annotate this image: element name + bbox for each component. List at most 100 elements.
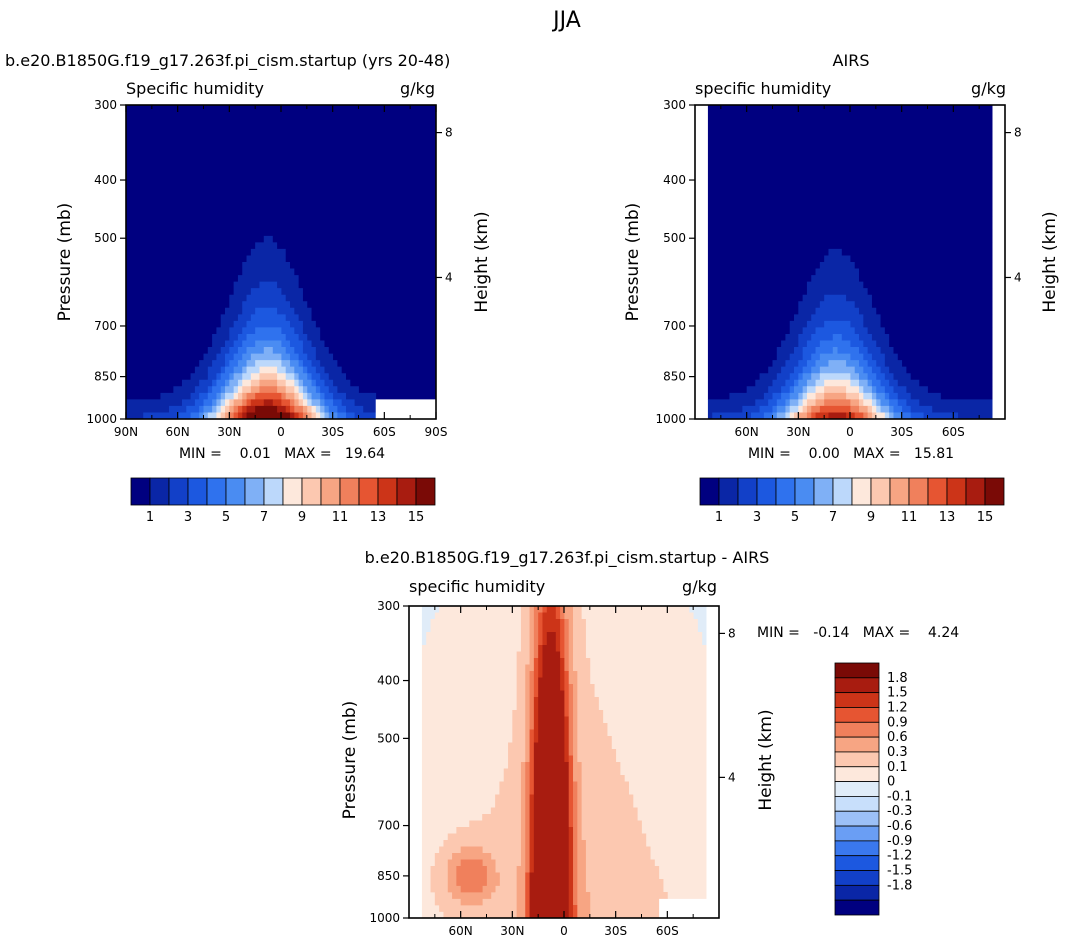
colorbar-swatch [834,766,880,782]
contour-band [229,386,308,420]
colorbar-swatch [775,477,796,506]
diff-units-label: g/kg [682,577,717,596]
colorbar-label: 1.8 [887,671,908,686]
contour-band [456,606,578,906]
colorbar-swatch [168,477,189,506]
x-tick-label: 30N [786,425,810,439]
contour-band [203,347,329,420]
contour-band [707,248,993,420]
y-tick-label: 500 [94,231,117,245]
x-tick-label: 60S [373,425,396,439]
y2-tick-label: 8 [1014,126,1022,140]
colorbar-label: 0.9 [887,715,908,730]
colorbar-swatch [834,677,880,694]
y-tick-label: 850 [94,370,117,384]
colorbar-swatch [834,796,880,812]
model-min-max: MIN = 0.01 MAX = 19.64 [179,446,385,462]
colorbar-label: -0.6 [887,819,912,834]
colorbar-swatch [834,692,880,708]
colorbar-swatch [377,477,398,506]
colorbar-label: 9 [867,510,875,525]
colorbar-swatch [320,477,341,506]
colorbar-swatch [834,721,880,738]
colorbar-swatch [946,477,967,506]
colorbar-swatch [889,477,910,506]
colorbar-label: -0.9 [887,834,912,849]
contour-band [785,373,890,420]
contour-band [776,360,894,420]
colorbar-swatch [834,781,880,797]
colorbar-label: 5 [791,510,799,525]
x-tick-label: 60S [942,425,965,439]
contour-band [712,294,959,420]
obs-colorbar: 1 3 5 7 9 11 13 15 [699,477,1005,525]
contour-band [421,606,707,919]
colorbar-label: 13 [939,510,956,525]
x-tick-label: 30S [604,924,627,938]
y2-tick-label: 8 [445,126,453,140]
colorbar-swatch [834,751,880,768]
contour-band [430,606,668,919]
diff-min-max: MIN = -0.14 MAX = 4.24 [757,625,959,641]
obs-y2-axis-label: Height (km) [1040,211,1060,312]
colorbar-swatch [834,855,880,871]
colorbar-swatch [834,662,880,679]
diff-colorbar: 1.81.51.20.90.60.30.10-0.1-0.3-0.6-0.9-1… [834,662,912,916]
colorbar-swatch [870,477,891,506]
colorbar-swatch [834,840,880,857]
colorbar-swatch [834,736,880,753]
colorbar-swatch [415,477,436,506]
colorbar-swatch [851,477,872,506]
colorbar-label: -0.3 [887,804,912,819]
colorbar-label: 7 [829,510,837,525]
colorbar-label: -1.5 [887,864,912,879]
colorbar-label: 0.3 [887,745,908,760]
colorbar-swatch [149,477,170,506]
contour-band [237,399,299,420]
colorbar-swatch [834,884,880,901]
colorbar-label: -1.8 [887,878,912,893]
diff-y2-axis-label: Height (km) [756,709,776,810]
contour-band [143,281,377,420]
colorbar-label: 3 [753,510,761,525]
colorbar-label: 5 [222,510,230,525]
colorbar-swatch [396,477,417,506]
colorbar-swatch [737,477,758,506]
obs-min-max: MIN = 0.00 MAX = 15.81 [748,446,954,462]
colorbar-swatch [756,477,777,506]
y-tick-label: 400 [94,173,117,187]
y-tick-label: 300 [94,98,117,112]
colorbar-label: 15 [977,510,994,525]
colorbar-label: 1 [146,510,154,525]
contour-band [126,235,377,420]
x-tick-label: 30S [890,425,913,439]
obs-contour-plot: 300 400 500 700 850 1000 8 4 60N 30N 0 30S 60S [655,98,1021,439]
colorbar-label: 9 [298,510,306,525]
colorbar-swatch [834,870,880,886]
contour-band [242,399,295,420]
contour-band [529,606,574,919]
colorbar-label: 3 [184,510,192,525]
colorbar-swatch [984,477,1005,506]
figure-title: JJA [551,8,581,33]
y-tick-label: 300 [663,98,686,112]
colorbar-swatch [794,477,815,506]
x-tick-label: 60S [656,924,679,938]
colorbar-swatch [813,477,834,506]
colorbar-swatch [834,899,880,916]
contour-band [529,632,569,919]
y-tick-label: 850 [377,869,400,883]
contour-band [220,373,316,420]
y-tick-label: 1000 [86,412,117,426]
colorbar-swatch [927,477,948,506]
x-tick-label: 0 [846,425,854,439]
obs-panel: AIRS specific humidity g/kg 300 400 500 700… [623,51,1060,525]
colorbar-label: 1.2 [887,700,908,715]
y-tick-label: 700 [663,319,686,333]
contour-band [806,399,868,420]
colorbar-label: 11 [332,510,349,525]
colorbar-swatch [834,810,880,827]
model-colorbar: 1 3 5 7 9 11 13 15 [130,477,436,525]
x-tick-label: 90S [425,425,448,439]
contour-band [375,399,437,420]
